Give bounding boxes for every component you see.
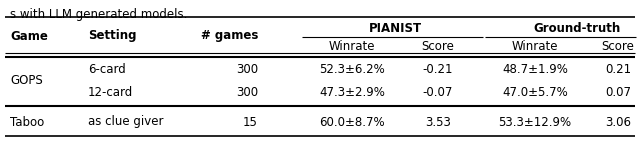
Text: Score: Score [422, 40, 454, 52]
Text: Winrate: Winrate [512, 40, 558, 52]
Text: 0.07: 0.07 [605, 86, 631, 99]
Text: 53.3±12.9%: 53.3±12.9% [499, 116, 572, 128]
Text: 60.0±8.7%: 60.0±8.7% [319, 116, 385, 128]
Text: Setting: Setting [88, 30, 136, 43]
Text: Taboo: Taboo [10, 116, 44, 128]
Text: 52.3±6.2%: 52.3±6.2% [319, 63, 385, 76]
Text: 48.7±1.9%: 48.7±1.9% [502, 63, 568, 76]
Text: PIANIST: PIANIST [369, 22, 422, 35]
Text: Ground-truth: Ground-truth [533, 22, 620, 35]
Text: 15: 15 [243, 116, 258, 128]
Text: 300: 300 [236, 86, 258, 99]
Text: 47.0±5.7%: 47.0±5.7% [502, 86, 568, 99]
Text: Winrate: Winrate [329, 40, 375, 52]
Text: Game: Game [10, 30, 48, 43]
Text: 3.53: 3.53 [425, 116, 451, 128]
Text: -0.07: -0.07 [423, 86, 453, 99]
Text: 300: 300 [236, 63, 258, 76]
Text: 0.21: 0.21 [605, 63, 631, 76]
Text: GOPS: GOPS [10, 74, 43, 87]
Text: 12-card: 12-card [88, 86, 133, 99]
Text: 47.3±2.9%: 47.3±2.9% [319, 86, 385, 99]
Text: Score: Score [602, 40, 634, 52]
Text: 3.06: 3.06 [605, 116, 631, 128]
Text: as clue giver: as clue giver [88, 116, 163, 128]
Text: # games: # games [200, 30, 258, 43]
Text: -0.21: -0.21 [423, 63, 453, 76]
Text: s with LLM generated models.: s with LLM generated models. [10, 8, 188, 21]
Text: 6-card: 6-card [88, 63, 125, 76]
